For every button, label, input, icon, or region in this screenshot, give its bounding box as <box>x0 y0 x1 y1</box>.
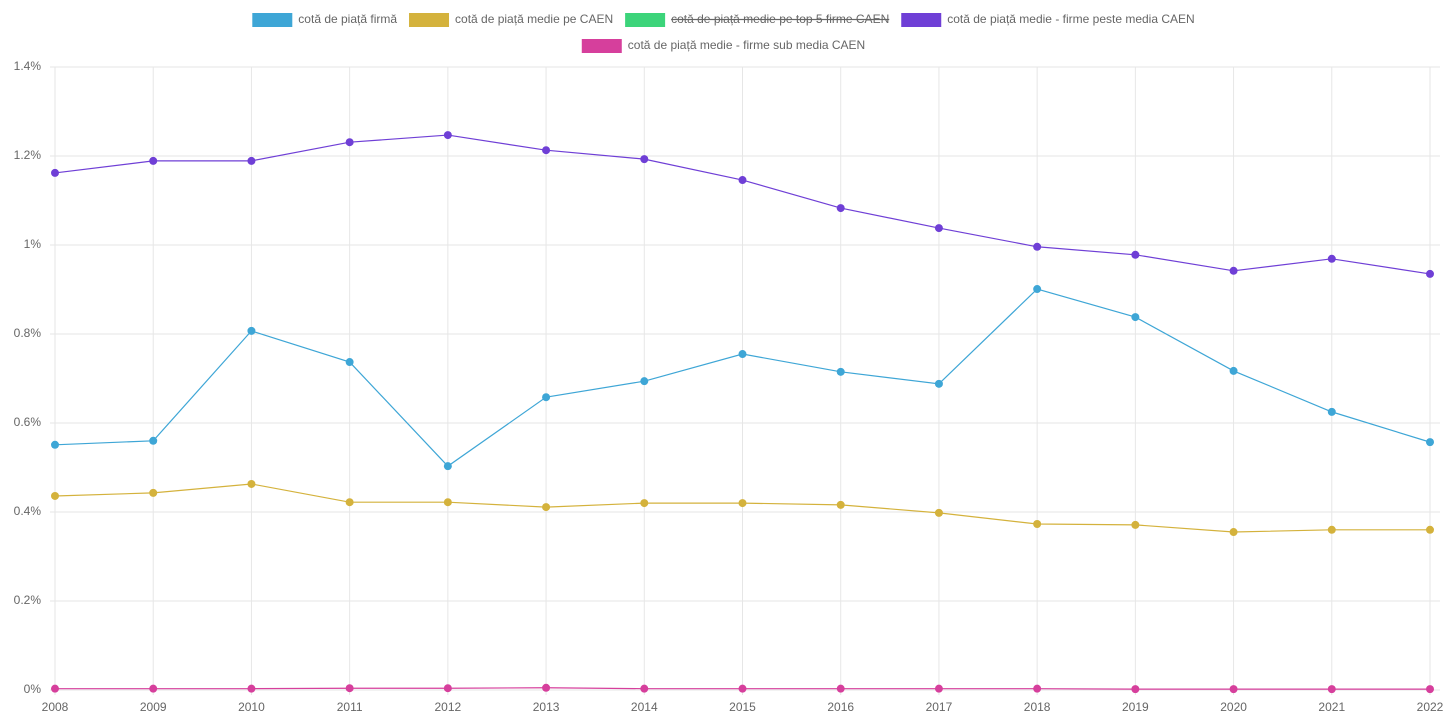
data-point <box>836 684 845 693</box>
data-point <box>738 499 747 508</box>
y-tick-label: 0.6% <box>14 415 42 429</box>
y-tick-label: 0% <box>24 682 42 696</box>
data-point <box>640 499 649 508</box>
data-point <box>1131 685 1140 694</box>
x-tick-label: 2010 <box>238 700 265 714</box>
data-point <box>51 684 59 693</box>
data-point <box>1426 525 1434 534</box>
legend-swatch[interactable] <box>625 13 666 27</box>
y-tick-label: 1% <box>24 237 42 251</box>
data-point <box>345 358 354 367</box>
data-point <box>1131 313 1140 322</box>
data-point <box>1033 684 1042 693</box>
data-point <box>1033 520 1042 529</box>
legend-label[interactable]: cotă de piață firmă <box>298 12 397 26</box>
data-point <box>934 508 943 517</box>
data-point <box>443 684 452 693</box>
data-point <box>247 326 256 335</box>
x-tick-label: 2011 <box>337 700 363 714</box>
y-tick-label: 0.2% <box>14 593 42 607</box>
data-point <box>149 156 158 165</box>
data-point <box>1327 685 1336 694</box>
data-point <box>1327 407 1336 416</box>
legend-label[interactable]: cotă de piață medie pe top 5 firme CAEN <box>671 12 889 26</box>
legend-item[interactable]: cotă de piață medie - firme sub media CA… <box>581 38 865 53</box>
data-point <box>51 168 59 177</box>
data-point <box>640 155 649 164</box>
legend-label[interactable]: cotă de piață medie pe CAEN <box>455 12 613 26</box>
data-point <box>345 498 354 507</box>
data-point <box>1131 520 1140 529</box>
data-point <box>51 440 59 449</box>
legend-swatch[interactable] <box>252 13 293 27</box>
y-tick-label: 1.2% <box>14 148 42 162</box>
legend-item[interactable]: cotă de piață firmă <box>252 12 397 27</box>
x-tick-label: 2020 <box>1220 700 1247 714</box>
legend-item[interactable]: cotă de piață medie pe top 5 firme CAEN <box>625 12 889 27</box>
data-point <box>247 156 256 165</box>
data-point <box>1229 528 1238 537</box>
y-tick-label: 0.8% <box>14 326 42 340</box>
legend-item[interactable]: cotă de piață medie pe CAEN <box>409 12 613 27</box>
data-point <box>738 350 747 359</box>
data-point <box>934 684 943 693</box>
x-tick-label: 2019 <box>1122 700 1149 714</box>
data-point <box>640 377 649 386</box>
data-point <box>1426 438 1434 447</box>
legend-swatch[interactable] <box>581 39 622 53</box>
x-tick-label: 2021 <box>1318 700 1345 714</box>
data-point <box>1131 250 1140 259</box>
data-point <box>345 138 354 147</box>
data-point <box>247 479 256 488</box>
legend-swatch[interactable] <box>901 13 942 27</box>
data-point <box>1033 242 1042 251</box>
data-point <box>542 146 551 155</box>
x-tick-label: 2014 <box>631 700 658 714</box>
data-point <box>1426 269 1434 278</box>
legend-label[interactable]: cotă de piață medie - firme sub media CA… <box>628 38 865 52</box>
x-tick-label: 2022 <box>1417 700 1444 714</box>
data-point <box>542 683 551 692</box>
data-point <box>640 684 649 693</box>
data-point <box>149 684 158 693</box>
data-point <box>247 684 256 693</box>
data-point <box>443 131 452 140</box>
data-point <box>51 491 59 500</box>
x-tick-label: 2015 <box>729 700 756 714</box>
data-point <box>1229 685 1238 694</box>
data-point <box>738 684 747 693</box>
data-point <box>1426 685 1434 694</box>
x-tick-label: 2018 <box>1024 700 1051 714</box>
data-point <box>1229 266 1238 275</box>
data-point <box>934 224 943 233</box>
data-point <box>443 498 452 507</box>
legend-item[interactable]: cotă de piață medie - firme peste media … <box>901 12 1195 27</box>
data-point <box>934 379 943 388</box>
y-tick-label: 0.4% <box>14 504 42 518</box>
data-point <box>542 393 551 402</box>
data-point <box>443 462 452 471</box>
data-point <box>836 204 845 213</box>
x-tick-label: 2016 <box>827 700 854 714</box>
data-point <box>738 176 747 185</box>
data-point <box>149 488 158 497</box>
y-tick-label: 1.4% <box>14 59 42 73</box>
legend-swatch[interactable] <box>409 13 450 27</box>
data-point <box>1327 525 1336 534</box>
x-tick-label: 2012 <box>435 700 462 714</box>
data-point <box>1229 366 1238 375</box>
data-point <box>836 367 845 376</box>
data-point <box>149 436 158 445</box>
data-point <box>542 503 551 512</box>
data-point <box>345 684 354 693</box>
x-tick-label: 2017 <box>926 700 953 714</box>
x-tick-label: 2009 <box>140 700 167 714</box>
data-point <box>1327 254 1336 263</box>
data-point <box>836 500 845 509</box>
x-tick-label: 2008 <box>42 700 69 714</box>
x-tick-label: 2013 <box>533 700 560 714</box>
legend-label[interactable]: cotă de piață medie - firme peste media … <box>947 12 1194 26</box>
data-point <box>1033 285 1042 294</box>
